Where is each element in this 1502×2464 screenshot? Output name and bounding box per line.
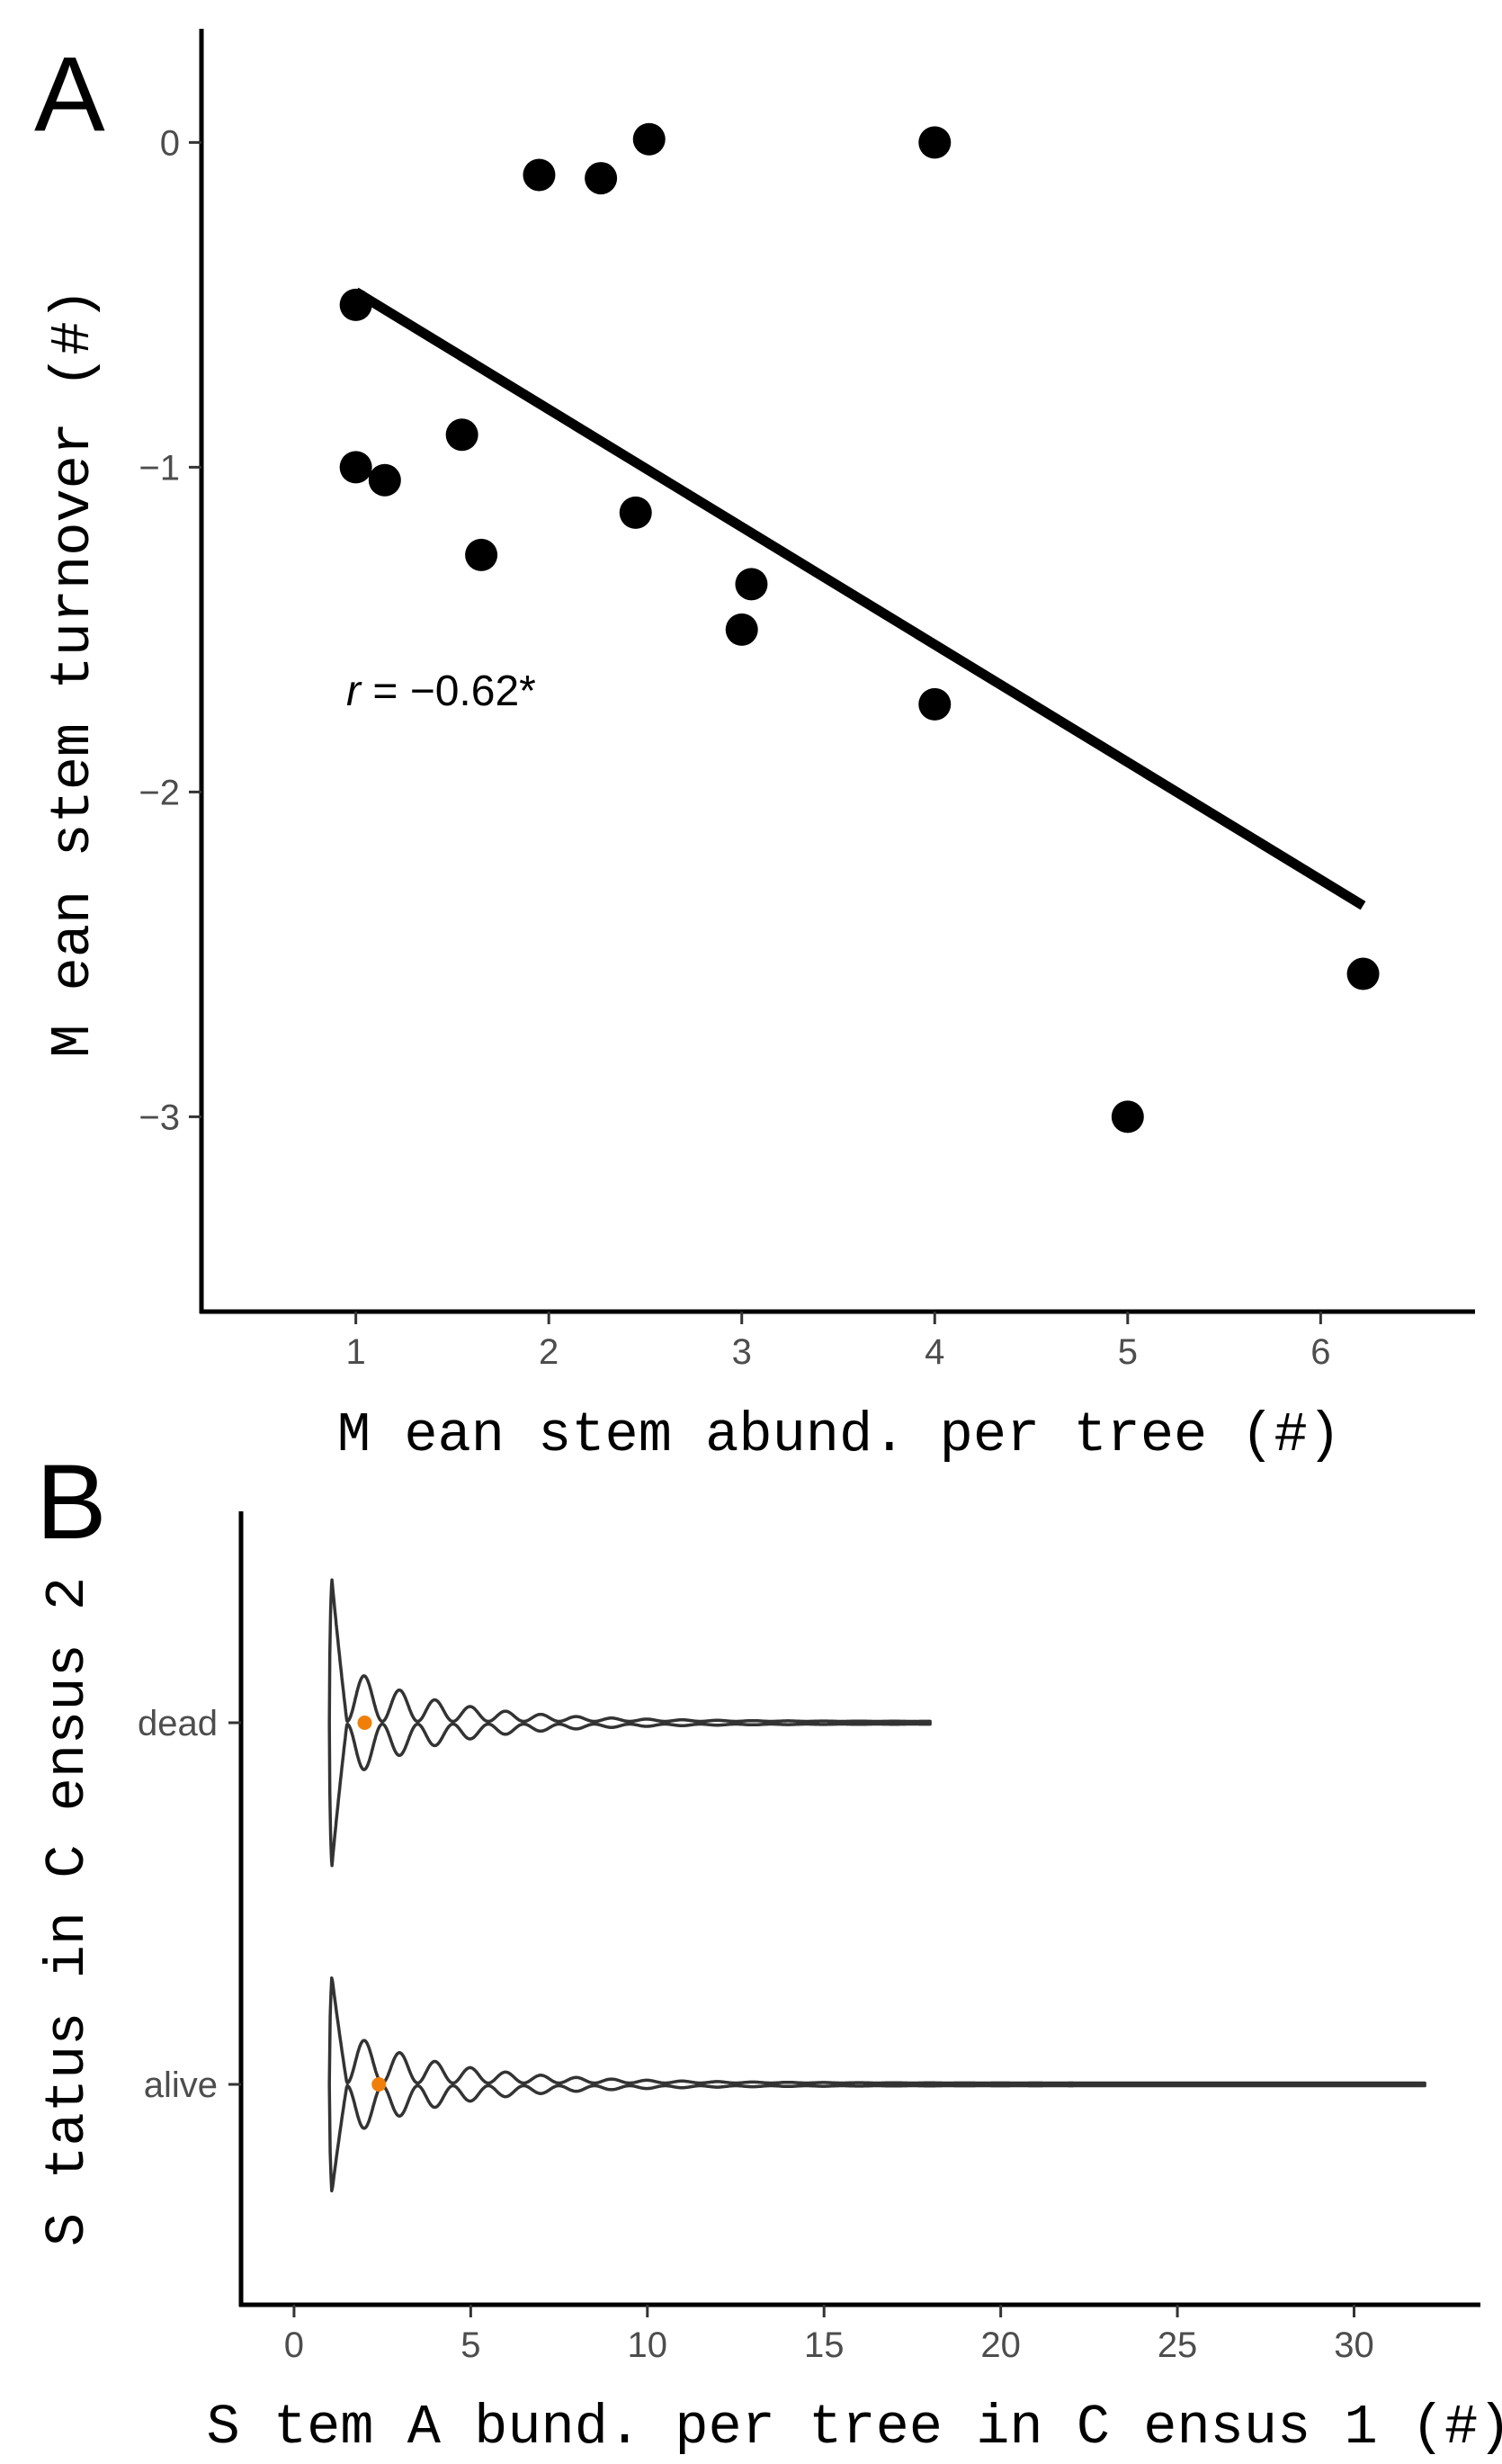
panel-a-y-tick-label: −1 [139,448,180,488]
panel-b-label: B [36,1443,107,1562]
panel-a-data-point [619,496,652,529]
panel-a-correlation-annotation: r = −0.62* [346,668,536,715]
panel-b-x-tick-label: 20 [980,2325,1021,2365]
panel-a-scatter: A 1 2 3 4 5 6 0 −1 −2 −3 r = −0.62* M ean stem ab… [34,29,1475,1467]
panel-b-x-axis-title: S tem A bund. per tree in C ensus 1 (#) [206,2396,1502,2460]
panel-b-x-tick-label: 25 [1158,2325,1198,2365]
panel-b-x-tick-label: 30 [1334,2325,1374,2365]
panel-b-x-tick-label: 15 [804,2325,845,2365]
panel-a-y-tick-label: 0 [160,123,180,163]
panel-a-x-axis-title: M ean stem abund. per tree (#) [337,1403,1341,1467]
panel-b-y-axis-title: S tatus in C ensus 2 [36,1577,100,2246]
panel-a-y-tick-label: −3 [139,1098,180,1137]
panel-a-annotation-r: r [346,668,362,715]
panel-b-x-tick-label: 10 [628,2325,668,2365]
panel-a-data-point [339,288,372,321]
panel-a-data-point [735,568,768,601]
panel-b-violin: B 0 5 10 15 20 25 30 dead alive S tem A bund. pe… [36,1443,1502,2460]
panel-a-x-tick-label: 5 [1118,1332,1138,1372]
panel-a-x-tick-label: 6 [1310,1332,1330,1372]
panel-a-data-point [1346,957,1380,990]
panel-a-x-tick-label: 3 [732,1332,752,1372]
panel-a-data-point [918,687,952,721]
panel-b-x-tick-label: 5 [460,2325,480,2365]
panel-b-mean-point-alive [371,2077,387,2092]
panel-a-label: A [34,35,105,154]
panel-b-category-label-dead: dead [138,1704,218,1743]
panel-a-annotation-value: = −0.62* [361,668,536,715]
panel-a-y-axis-title: M ean stem turnover (#) [41,288,105,1058]
panel-b-x-tick-label: 0 [284,2325,304,2365]
panel-a-y-tick-label: −2 [139,773,180,812]
panel-a-data-point [918,126,952,159]
panel-a-data-point [465,538,498,571]
panel-a-x-tick-label: 2 [539,1332,559,1372]
panel-a-data-point [523,158,556,192]
panel-a-x-tick-label: 4 [925,1332,944,1372]
panel-b-category-label-alive: alive [144,2065,218,2105]
panel-b-violin-dead [327,1578,932,1868]
panel-a-data-point [725,613,758,646]
panel-a-x-tick-label: 1 [346,1332,366,1372]
panel-a-data-point [445,418,478,452]
panel-b-violin-alive [327,1976,1426,2193]
panel-a-data-point [368,463,401,497]
panel-a-regression-line [353,287,1366,910]
panel-b-mean-point-dead [357,1716,372,1730]
panel-a-data-point [585,162,618,195]
panel-a-data-point [632,122,666,156]
panel-a-data-point [339,451,372,484]
panel-a-data-point [1111,1100,1144,1133]
